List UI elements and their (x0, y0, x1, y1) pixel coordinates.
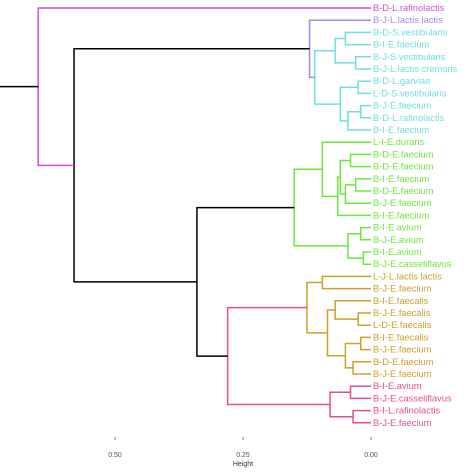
leaf-label: B-D-E.faecium (373, 186, 434, 196)
merge-branch-1 (354, 56, 371, 70)
dendrogram-branches (0, 7, 371, 424)
merge-branch-0 (344, 31, 371, 46)
leaf-label: B-J-L.lactis lactis (373, 15, 443, 25)
leaf-label: B-I-E.faecalis (373, 332, 429, 342)
leaf-label: B-J-E.faecium (373, 345, 432, 355)
leaf-label: B-J-E.faecium (373, 418, 432, 428)
leaf-label: B-D-E.faecium (373, 162, 434, 172)
leaf-label: B-J-E.faecium (373, 198, 432, 208)
leaf-label: B-D-L.garviae (373, 76, 430, 86)
leaf-label: B-I-E.faecium (373, 174, 430, 184)
leaf-label: B-D-L.rafinolactis (373, 3, 445, 13)
leaf-label: B-J-E.casseliflavus (373, 259, 452, 269)
merge-branch-3 (360, 104, 371, 119)
leaf-label: B-J-L.lactis cremoris (373, 64, 458, 74)
leaf-label: B-I-E.faecalis (373, 296, 429, 306)
merge-branch-27 (349, 385, 371, 400)
merge-branch-14 (321, 141, 371, 198)
merge-branch-33 (37, 7, 371, 167)
leaf-label: L-D-S.vestibularis (373, 88, 447, 98)
merge-branch-11 (344, 184, 371, 204)
merge-branch-21 (334, 300, 371, 320)
leaf-label: B-I-E.avium (373, 381, 422, 391)
merge-branch-28 (352, 409, 371, 424)
leaf-label: B-D-E.faecium (373, 149, 434, 159)
merge-branch-13 (336, 176, 371, 217)
merge-branch-32 (73, 48, 310, 283)
x-axis: 0.50 0.25 0.00 (108, 437, 378, 459)
merge-branch-9 (349, 153, 371, 168)
leaf-label: L-I-E.durans (373, 137, 425, 147)
merge-branch-10 (354, 178, 371, 192)
merge-branch-7 (313, 49, 341, 105)
leaf-label: B-D-E.faecium (373, 357, 434, 367)
merge-branch-30 (226, 306, 331, 406)
merge-branch-23 (352, 361, 371, 375)
leaf-label: B-J-E.faecium (373, 369, 432, 379)
leaf-label: B-J-E.casseliflavus (373, 393, 452, 403)
merge-branch-19 (321, 275, 371, 290)
merge-branch-16 (362, 251, 371, 265)
x-axis-title: Height (233, 461, 253, 468)
leaf-label: L-J-L.lactis lactis (373, 271, 442, 281)
leaf-label: B-D-L.rafinolactis (373, 113, 445, 123)
merge-branch-5 (339, 86, 359, 122)
x-tick-label: 0.00 (364, 452, 378, 459)
x-tick-label: 0.50 (108, 452, 122, 459)
merge-branch-20 (357, 312, 371, 326)
merge-branch-25 (326, 309, 346, 357)
leaf-label: B-J-E.faecium (373, 284, 432, 294)
leaf-label: B-I-E.faecium (373, 210, 430, 220)
leaf-label: B-J-E.faecium (373, 101, 432, 111)
leaf-label: B-J-S.vestibularis (373, 52, 446, 62)
leaf-label: B-I-E.faecium (373, 40, 430, 50)
x-tick-label: 0.25 (236, 452, 250, 459)
leaf-label: B-I-L.rafinolactis (373, 406, 441, 416)
merge-branch-31 (196, 206, 295, 357)
merge-branch-22 (360, 336, 371, 351)
leaf-label: L-D-E.faecalis (373, 320, 432, 330)
leaf-label: B-I-E.avium (373, 223, 422, 233)
merge-branch-2 (357, 80, 371, 95)
leaf-labels: B-D-L.rafinolactis B-J-L.lactis lactis B-D… (373, 3, 458, 428)
merge-branch-26 (306, 281, 328, 334)
merge-branch-29 (329, 391, 354, 418)
merge-branch-15 (360, 226, 371, 241)
leaf-label: B-I-E.faecium (373, 125, 430, 135)
leaf-label: B-D-S.vestibularis (373, 27, 448, 37)
leaf-label: B-I-E.avium (373, 247, 422, 257)
leaf-label: B-J-E.faecalis (373, 308, 431, 318)
leaf-label: B-J-E.avium (373, 235, 424, 245)
merge-branch-4 (347, 110, 371, 131)
